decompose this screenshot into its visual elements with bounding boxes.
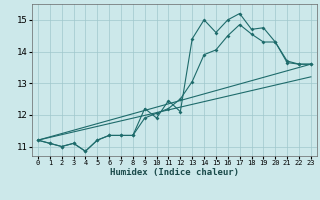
X-axis label: Humidex (Indice chaleur): Humidex (Indice chaleur) <box>110 168 239 177</box>
